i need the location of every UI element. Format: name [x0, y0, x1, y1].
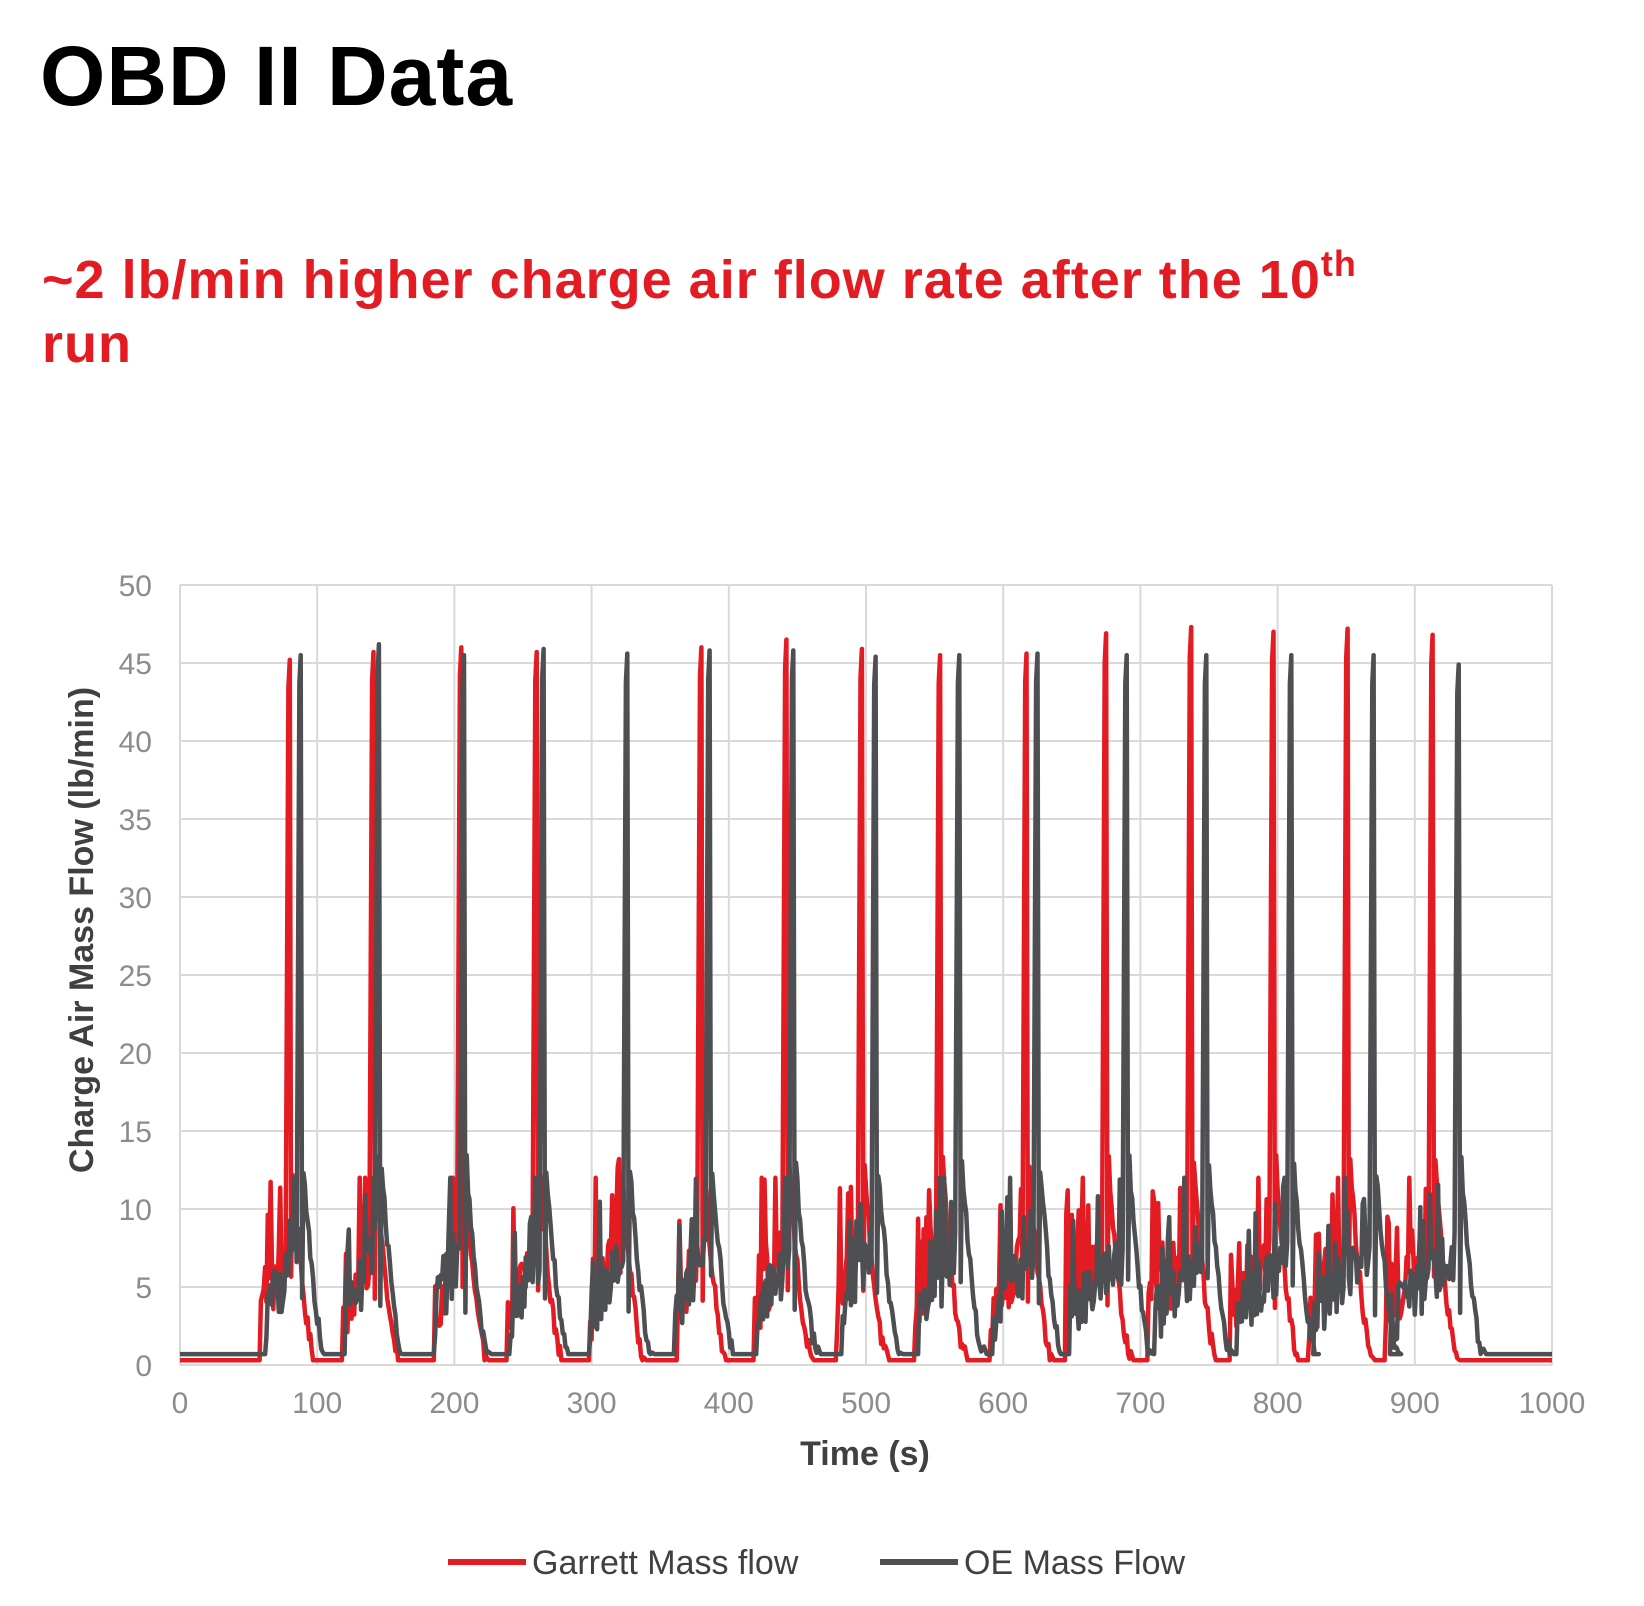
x-axis-title: Time (s)	[800, 1435, 930, 1473]
y-tick-40: 40	[119, 726, 152, 759]
peak-point-garrett-11	[1104, 631, 1109, 636]
subtitle-end: run	[42, 314, 132, 374]
y-tick-30: 30	[119, 882, 152, 915]
peak-point-oe-2	[376, 642, 381, 647]
peak-point-oe-4	[541, 646, 546, 651]
peak-point-oe-7	[791, 648, 796, 653]
peak-point-oe-3	[462, 653, 467, 658]
peak-point-oe-1	[298, 653, 303, 658]
y-axis-title: Charge Air Mass Flow (lb/min)	[63, 687, 101, 1173]
x-tick-400: 400	[704, 1387, 754, 1420]
peak-point-garrett-10	[1024, 651, 1029, 656]
y-tick-20: 20	[119, 1038, 152, 1071]
peak-point-oe-5	[625, 651, 630, 656]
y-tick-45: 45	[119, 648, 152, 681]
peak-point-garrett-8	[859, 646, 864, 651]
x-tick-600: 600	[978, 1387, 1028, 1420]
peak-point-garrett-15	[1430, 632, 1435, 637]
series-line-oe	[180, 642, 1552, 1357]
x-tick-1000: 1000	[1519, 1387, 1586, 1420]
peak-point-garrett-14	[1345, 626, 1350, 631]
peak-point-garrett-4	[534, 650, 539, 655]
y-tick-25: 25	[119, 960, 152, 993]
peak-point-oe-6	[707, 648, 712, 653]
y-tick-5: 5	[135, 1272, 152, 1305]
peak-point-garrett-13	[1271, 629, 1276, 634]
subtitle-main: ~2 lb/min higher charge air flow rate af…	[42, 250, 1321, 310]
peak-point-garrett-1	[287, 657, 292, 662]
peak-point-garrett-7	[784, 637, 789, 642]
peak-point-garrett-2	[371, 650, 376, 655]
subtitle-superscript: th	[1320, 243, 1357, 284]
y-tick-50: 50	[119, 570, 152, 603]
legend-label-garrett: Garrett Mass flow	[532, 1544, 799, 1582]
peak-point-oe-15	[1456, 662, 1461, 667]
peak-point-garrett-12	[1189, 625, 1194, 630]
chart-subtitle: ~2 lb/min higher charge air flow rate af…	[42, 246, 1602, 376]
legend-label-oe: OE Mass Flow	[964, 1544, 1185, 1582]
peak-point-garrett-6	[699, 645, 704, 650]
peak-point-oe-11	[1124, 653, 1129, 658]
y-tick-10: 10	[119, 1194, 152, 1227]
peak-point-oe-8	[873, 654, 878, 659]
x-tick-500: 500	[841, 1387, 891, 1420]
y-tick-15: 15	[119, 1116, 152, 1149]
x-tick-800: 800	[1253, 1387, 1303, 1420]
peak-point-oe-12	[1204, 653, 1209, 658]
peak-point-oe-9	[957, 653, 962, 658]
x-tick-300: 300	[567, 1387, 617, 1420]
peak-point-garrett-3	[459, 645, 464, 650]
legend: Garrett Mass flow OE Mass Flow	[448, 1544, 1185, 1582]
page-title: OBD II Data	[40, 29, 514, 123]
y-tick-0: 0	[135, 1350, 152, 1383]
x-tick-900: 900	[1390, 1387, 1440, 1420]
peak-point-oe-14	[1371, 653, 1376, 658]
x-tick-200: 200	[429, 1387, 479, 1420]
peak-point-oe-10	[1035, 651, 1040, 656]
peak-point-garrett-5	[617, 1157, 622, 1162]
x-tick-0: 0	[172, 1387, 189, 1420]
x-tick-100: 100	[292, 1387, 342, 1420]
series-line-garrett	[180, 624, 1552, 1363]
y-tick-35: 35	[119, 804, 152, 837]
series-lines	[180, 624, 1552, 1363]
peak-point-garrett-9	[938, 653, 943, 658]
x-tick-700: 700	[1115, 1387, 1165, 1420]
y-tick-labels: 0 5 10 15 20 25 30 35 40 45 50	[119, 570, 152, 1383]
peak-point-oe-13	[1289, 653, 1294, 658]
x-tick-labels: 0 100 200 300 400 500 600 700 800 900 1000	[172, 1387, 1586, 1420]
